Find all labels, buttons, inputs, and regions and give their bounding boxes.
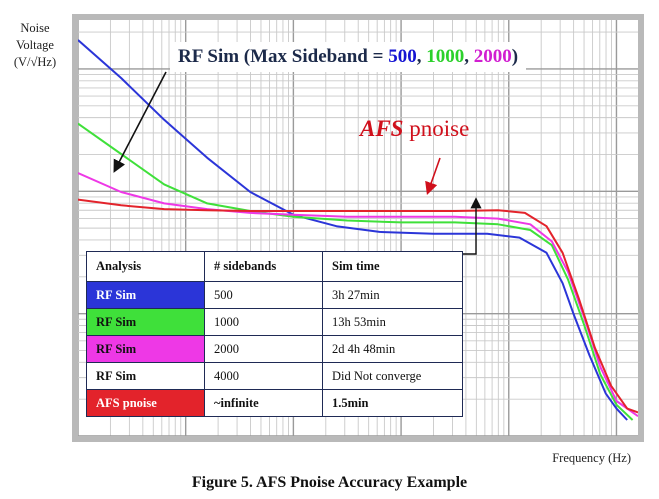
- series-line-1000: [78, 122, 634, 421]
- row-3-analysis: RF Sim: [86, 335, 205, 363]
- y-axis-label: Noise Voltage (V/√Hz): [4, 20, 66, 71]
- header-analysis: Analysis: [86, 251, 205, 282]
- x-axis-label: Frequency (Hz): [552, 451, 631, 465]
- y-axis-label-line-2: Voltage: [16, 38, 54, 52]
- row-3-time: 2d 4h 48min: [322, 335, 463, 363]
- title-prefix: RF Sim (Max Sideband =: [178, 46, 389, 67]
- figure-caption: Figure 5. AFS Pnoise Accuracy Example: [191, 474, 468, 491]
- afs-pointer-arrow: [425, 157, 441, 196]
- afs-label-italic: AFS: [360, 116, 404, 141]
- afs-label-rest: pnoise: [403, 116, 470, 141]
- table-row: RF Sim 1000 13h 53min: [86, 308, 463, 336]
- y-axis-label-line-1: Noise: [20, 21, 50, 35]
- row-1-analysis: RF Sim: [86, 281, 205, 309]
- title-value-2000: 2000: [473, 46, 512, 67]
- title-sep-2: ,: [464, 46, 474, 67]
- row-1-time: 3h 27min: [322, 281, 463, 309]
- row-4-time: Did Not converge: [322, 362, 463, 390]
- series-line-500: [78, 39, 628, 421]
- title-value-500: 500: [388, 46, 417, 67]
- table-row: RF Sim 500 3h 27min: [86, 281, 463, 309]
- title-suffix: ): [511, 46, 519, 67]
- row-4-analysis: RF Sim: [86, 362, 205, 390]
- row-3-sidebands: 2000: [204, 335, 323, 363]
- row-4-sidebands: 4000: [204, 362, 323, 390]
- y-axis-label-line-3: (V/√Hz): [13, 55, 57, 69]
- title-pointer-arrow: [113, 71, 167, 173]
- row-5-analysis: AFS pnoise: [86, 389, 205, 417]
- header-sidebands: # sidebands: [204, 251, 323, 282]
- table-row: AFS pnoise ~infinite 1.5min: [86, 389, 463, 417]
- header-sim-time: Sim time: [322, 251, 463, 282]
- title-value-1000: 1000: [426, 46, 465, 67]
- row-5-sidebands: ~infinite: [204, 389, 323, 417]
- row-2-analysis: RF Sim: [86, 308, 205, 336]
- table-row: RF Sim 4000 Did Not converge: [86, 362, 463, 390]
- table-row: RF Sim 2000 2d 4h 48min: [86, 335, 463, 363]
- row-2-sidebands: 1000: [204, 308, 323, 336]
- row-1-sidebands: 500: [204, 281, 323, 309]
- title-sep-1: ,: [416, 46, 427, 67]
- row-5-time: 1.5min: [322, 389, 463, 417]
- chart-title: RF Sim (Max Sideband = 500, 1000, 2000): [170, 42, 527, 72]
- row-2-time: 13h 53min: [322, 308, 463, 336]
- table-header-row: Analysis # sidebands Sim time: [86, 251, 463, 282]
- results-table: Analysis # sidebands Sim time RF Sim 500…: [86, 251, 463, 417]
- afs-pnoise-label: AFS pnoise: [360, 116, 469, 142]
